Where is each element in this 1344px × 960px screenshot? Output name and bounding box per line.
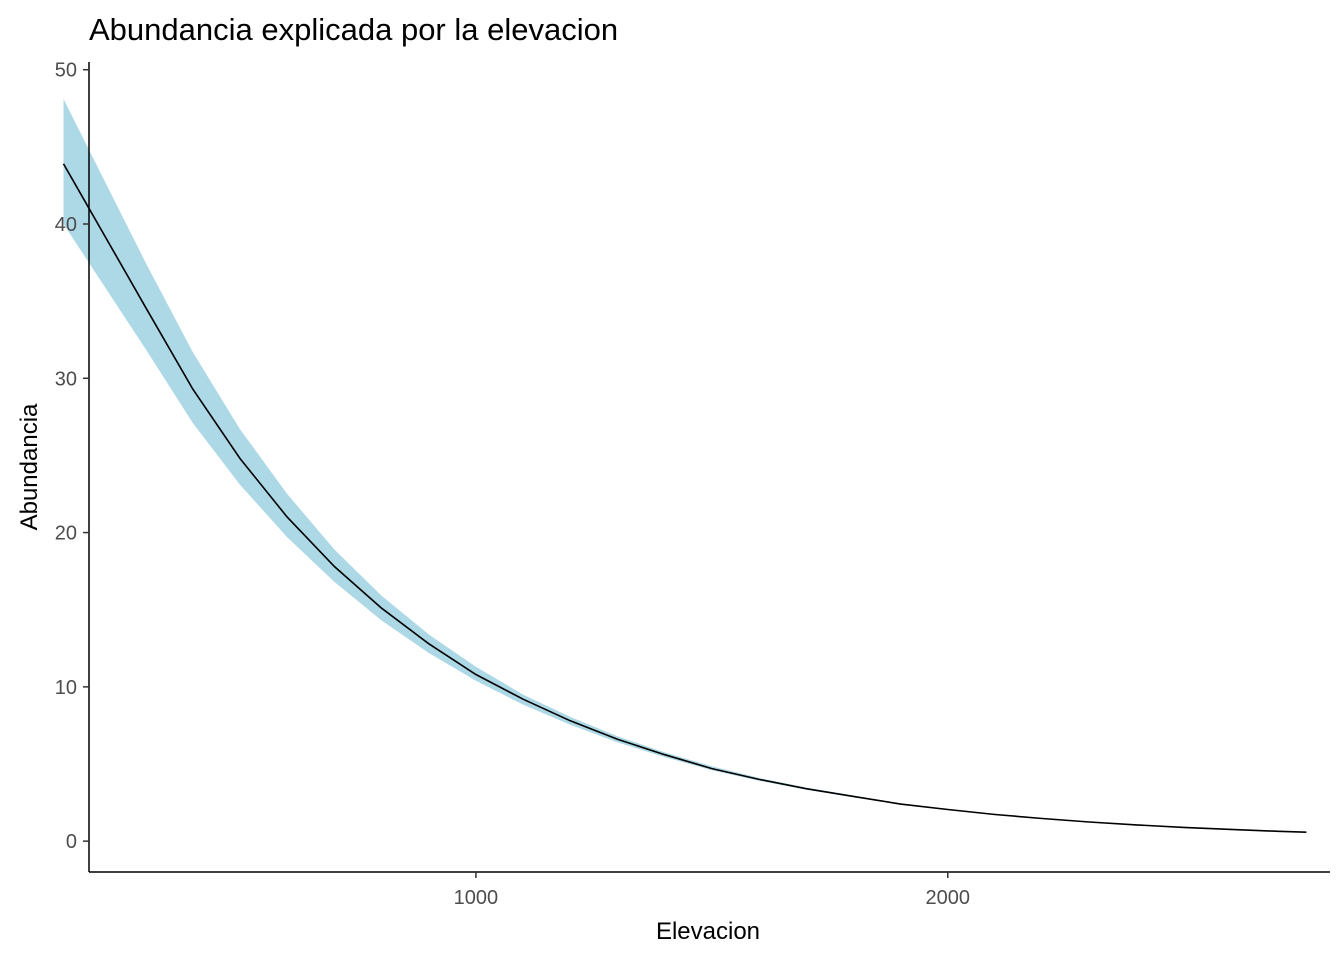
y-tick-label: 0 [66, 831, 77, 853]
x-axis-title: Elevacion [656, 918, 760, 945]
y-tick-label: 10 [55, 677, 77, 699]
y-tick-label: 40 [55, 214, 77, 236]
chart-title: Abundancia explicada por la elevacion [89, 12, 618, 47]
y-axis-ticks: 0 10 20 30 40 50 [55, 60, 89, 853]
y-tick-label: 50 [55, 60, 77, 82]
y-tick-label: 30 [55, 368, 77, 390]
plot-area [62, 99, 1307, 833]
x-tick-label: 1000 [454, 887, 499, 909]
x-axis-ticks: 1000 2000 [454, 872, 970, 909]
y-tick-label: 20 [55, 523, 77, 545]
fitted-line [62, 163, 1307, 833]
confidence-ribbon [63, 99, 1307, 833]
y-axis-title: Abundancia [16, 403, 43, 530]
x-tick-label: 2000 [926, 887, 971, 909]
